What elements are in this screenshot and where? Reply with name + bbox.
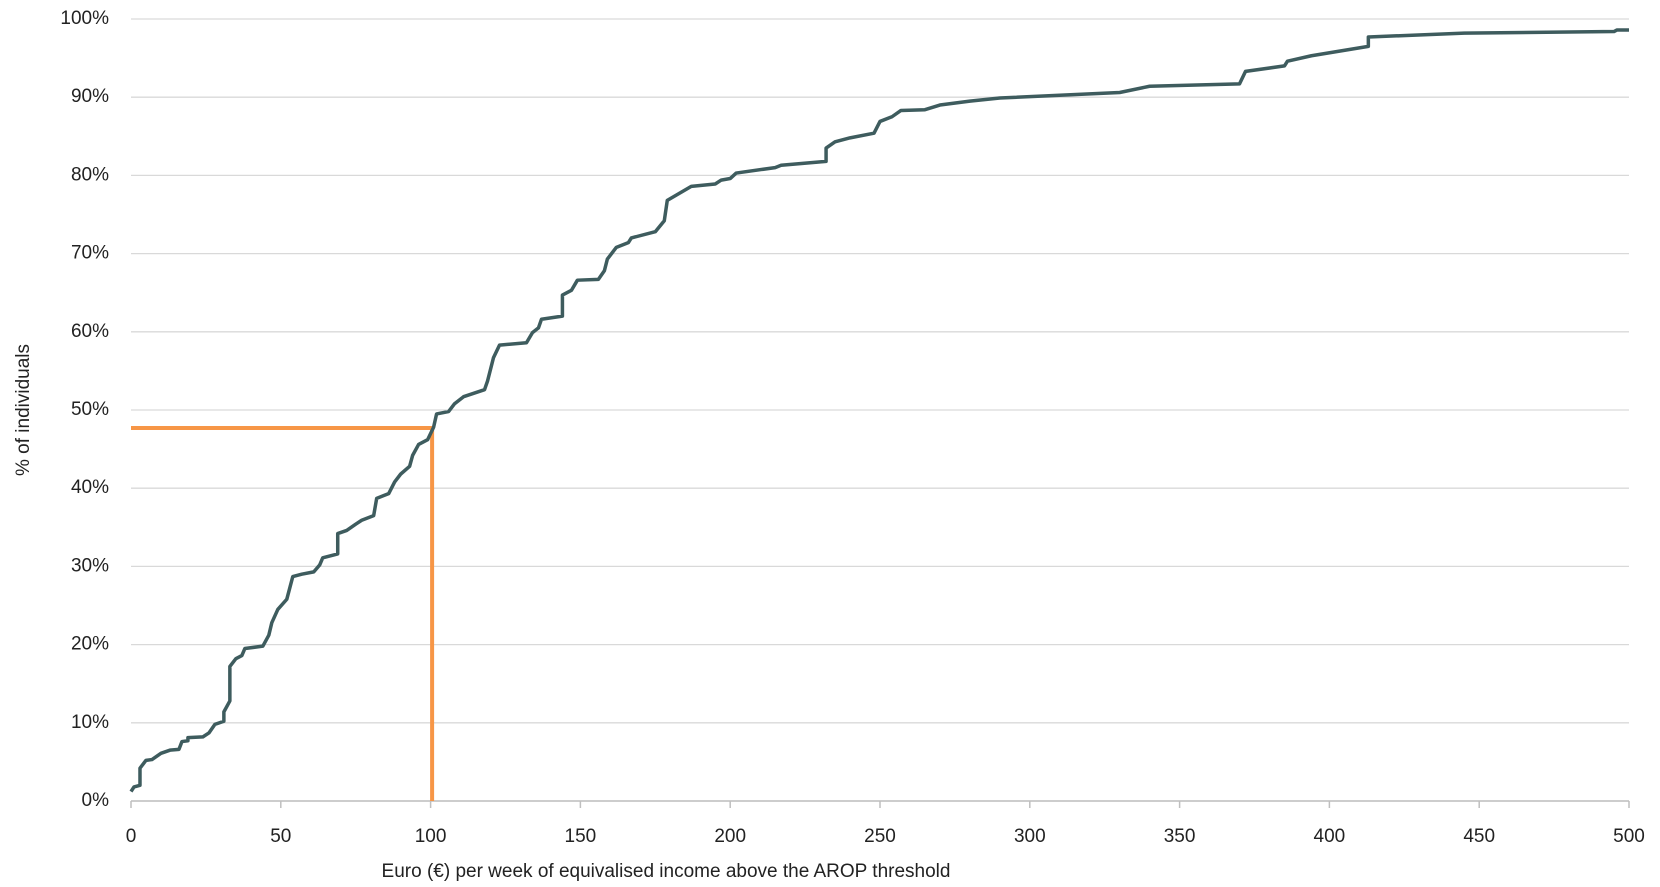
x-tick-label: 150	[565, 826, 597, 847]
x-tick-label: 100	[415, 826, 447, 847]
y-axis-label: % of individuals	[13, 344, 34, 476]
x-tick-label: 200	[714, 826, 746, 847]
y-tick-label: 60%	[71, 321, 109, 342]
y-tick-label: 40%	[71, 477, 109, 498]
x-tick-label: 400	[1314, 826, 1346, 847]
x-tick-label: 0	[126, 826, 137, 847]
x-tick-label: 50	[270, 826, 291, 847]
x-tick-label: 450	[1463, 826, 1495, 847]
y-tick-label: 80%	[71, 164, 109, 185]
x-tick-label: 300	[1014, 826, 1046, 847]
y-tick-label: 10%	[71, 712, 109, 733]
y-tick-label: 100%	[60, 8, 109, 29]
y-tick-label: 70%	[71, 243, 109, 264]
reference-line	[131, 425, 435, 801]
y-tick-label: 20%	[71, 634, 109, 655]
x-axis-label: Euro (€) per week of equivalised income …	[382, 861, 951, 882]
data-line	[129, 28, 1629, 793]
y-tick-label: 30%	[71, 555, 109, 576]
x-tick-label: 250	[864, 826, 896, 847]
y-tick-label: 50%	[71, 399, 109, 420]
y-tick-label: 90%	[71, 86, 109, 107]
x-tick-label: 500	[1613, 826, 1645, 847]
y-tick-label: 0%	[82, 790, 110, 811]
x-tick-label: 350	[1164, 826, 1196, 847]
